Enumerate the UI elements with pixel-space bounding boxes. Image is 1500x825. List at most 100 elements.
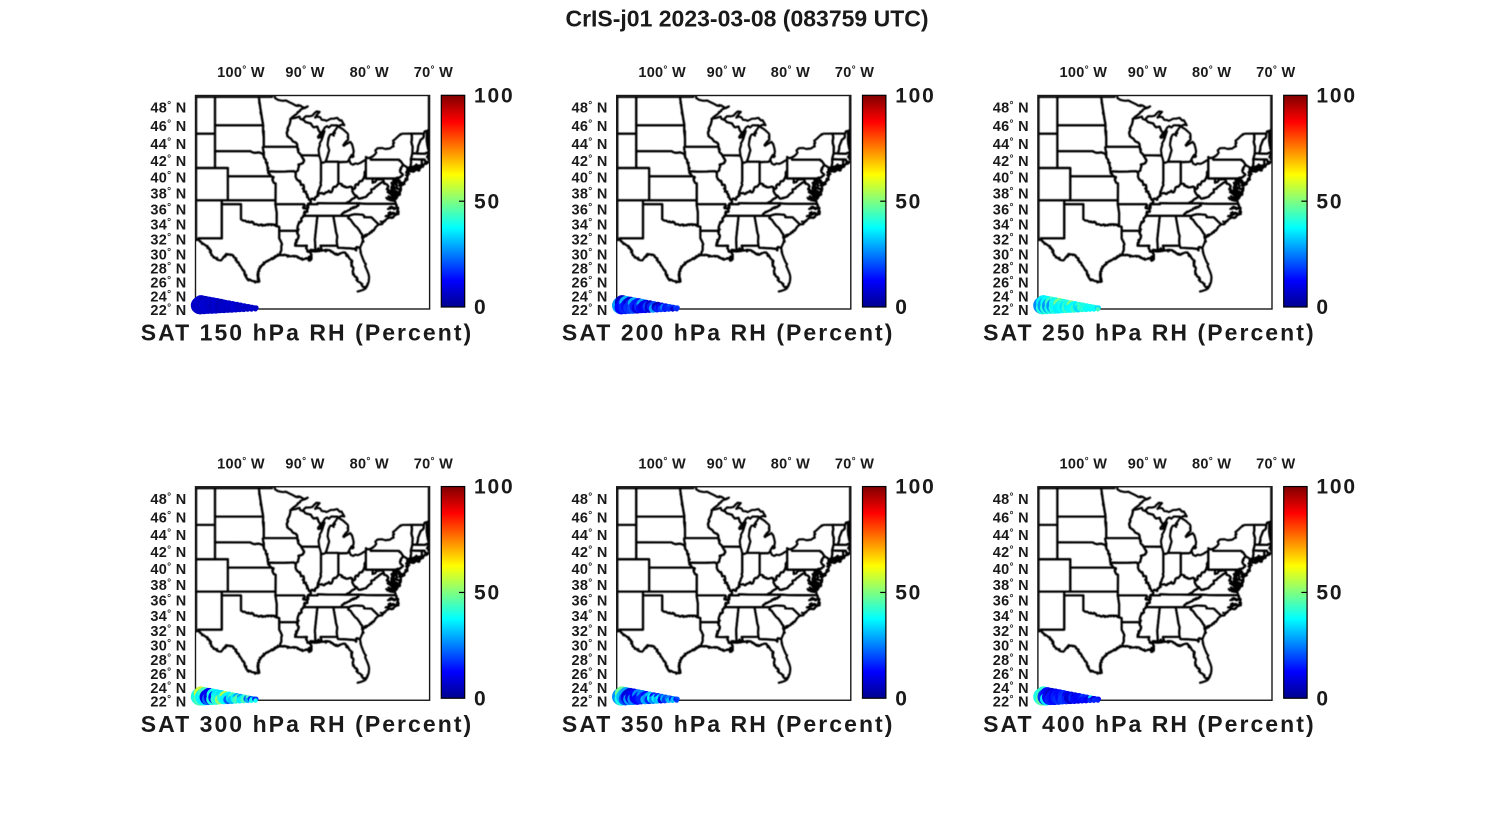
svg-text:32° N: 32° N: [993, 232, 1029, 249]
svg-text:SAT 150 hPa RH (Percent): SAT 150 hPa RH (Percent): [141, 320, 474, 346]
svg-text:46° N: 46° N: [572, 510, 608, 526]
svg-text:50: 50: [474, 582, 501, 605]
svg-text:24° N: 24° N: [150, 289, 186, 306]
svg-text:22° N: 22° N: [993, 694, 1029, 711]
svg-text:80° W: 80° W: [350, 65, 389, 82]
svg-text:0: 0: [895, 687, 908, 710]
svg-text:38° N: 38° N: [150, 186, 186, 203]
svg-text:22° N: 22° N: [572, 694, 608, 711]
svg-text:100: 100: [474, 84, 514, 107]
svg-text:100: 100: [1316, 476, 1356, 499]
svg-text:32° N: 32° N: [993, 623, 1029, 640]
svg-text:0: 0: [1316, 296, 1329, 319]
svg-text:90° W: 90° W: [1128, 65, 1167, 82]
svg-text:70° W: 70° W: [1256, 65, 1295, 82]
svg-text:38° N: 38° N: [993, 186, 1029, 203]
svg-text:30° N: 30° N: [150, 247, 186, 264]
svg-text:100° W: 100° W: [1060, 65, 1108, 82]
svg-text:44° N: 44° N: [993, 528, 1029, 545]
svg-text:28° N: 28° N: [150, 652, 186, 669]
svg-text:40° N: 40° N: [993, 561, 1029, 578]
svg-text:28° N: 28° N: [150, 261, 186, 278]
svg-text:0: 0: [1316, 687, 1329, 710]
svg-text:100° W: 100° W: [1060, 456, 1108, 473]
svg-text:34° N: 34° N: [572, 608, 608, 625]
svg-text:80° W: 80° W: [350, 456, 389, 473]
svg-text:42° N: 42° N: [572, 153, 608, 170]
svg-text:42° N: 42° N: [150, 545, 186, 562]
svg-text:48° N: 48° N: [572, 100, 608, 117]
svg-text:44° N: 44° N: [150, 136, 186, 153]
svg-text:100° W: 100° W: [217, 456, 265, 473]
svg-text:42° N: 42° N: [572, 545, 608, 562]
svg-text:44° N: 44° N: [572, 136, 608, 153]
svg-text:48° N: 48° N: [150, 491, 186, 508]
svg-text:34° N: 34° N: [150, 217, 186, 234]
svg-text:36° N: 36° N: [993, 202, 1029, 219]
svg-text:40° N: 40° N: [150, 170, 186, 187]
svg-text:100° W: 100° W: [638, 65, 686, 82]
svg-text:46° N: 46° N: [572, 119, 608, 136]
svg-text:26° N: 26° N: [150, 666, 186, 683]
svg-text:80° W: 80° W: [771, 65, 810, 82]
svg-text:40° N: 40° N: [572, 170, 608, 187]
svg-text:70° W: 70° W: [1256, 456, 1295, 473]
svg-text:100: 100: [474, 476, 514, 499]
svg-text:22° N: 22° N: [150, 303, 186, 320]
svg-text:26° N: 26° N: [993, 275, 1029, 292]
svg-text:0: 0: [474, 296, 487, 319]
svg-text:26° N: 26° N: [993, 666, 1029, 683]
svg-text:CrIS-j01 2023-03-08 (083759 UT: CrIS-j01 2023-03-08 (083759 UTC): [565, 6, 928, 32]
svg-text:100: 100: [1316, 84, 1356, 107]
svg-text:34° N: 34° N: [993, 608, 1029, 625]
svg-text:40° N: 40° N: [572, 561, 608, 578]
svg-text:100° W: 100° W: [217, 65, 265, 82]
svg-text:50: 50: [1316, 582, 1343, 605]
svg-text:26° N: 26° N: [572, 666, 608, 683]
svg-text:40° N: 40° N: [993, 170, 1029, 187]
svg-text:70° W: 70° W: [414, 456, 453, 473]
svg-text:90° W: 90° W: [1128, 456, 1167, 473]
svg-text:46° N: 46° N: [993, 119, 1029, 136]
svg-text:24° N: 24° N: [993, 289, 1029, 306]
svg-text:80° W: 80° W: [1192, 65, 1231, 82]
svg-text:22° N: 22° N: [572, 303, 608, 320]
svg-text:42° N: 42° N: [993, 545, 1029, 562]
svg-text:50: 50: [895, 190, 922, 213]
svg-text:22° N: 22° N: [993, 303, 1029, 320]
svg-text:30° N: 30° N: [150, 638, 186, 655]
svg-text:44° N: 44° N: [993, 136, 1029, 153]
svg-text:36° N: 36° N: [150, 202, 186, 219]
svg-text:70° W: 70° W: [835, 65, 874, 82]
svg-text:30° N: 30° N: [993, 247, 1029, 264]
svg-text:34° N: 34° N: [150, 608, 186, 625]
svg-text:SAT 350 hPa RH (Percent): SAT 350 hPa RH (Percent): [562, 711, 895, 737]
svg-text:SAT 200 hPa RH (Percent): SAT 200 hPa RH (Percent): [562, 320, 895, 346]
svg-text:48° N: 48° N: [993, 491, 1029, 508]
svg-text:46° N: 46° N: [150, 119, 186, 136]
svg-text:36° N: 36° N: [572, 593, 608, 610]
svg-text:24° N: 24° N: [993, 680, 1029, 697]
svg-text:70° W: 70° W: [835, 456, 874, 473]
svg-text:38° N: 38° N: [572, 186, 608, 203]
svg-text:44° N: 44° N: [150, 528, 186, 545]
svg-text:24° N: 24° N: [150, 680, 186, 697]
svg-text:SAT 250 hPa RH (Percent): SAT 250 hPa RH (Percent): [983, 320, 1316, 346]
svg-text:38° N: 38° N: [572, 577, 608, 594]
svg-text:50: 50: [895, 582, 922, 605]
svg-text:50: 50: [474, 190, 501, 213]
svg-text:SAT 300 hPa RH (Percent): SAT 300 hPa RH (Percent): [141, 711, 474, 737]
svg-text:28° N: 28° N: [993, 261, 1029, 278]
svg-text:100° W: 100° W: [638, 456, 686, 473]
svg-text:48° N: 48° N: [150, 100, 186, 117]
svg-text:28° N: 28° N: [572, 652, 608, 669]
svg-text:100: 100: [895, 84, 935, 107]
svg-text:38° N: 38° N: [993, 577, 1029, 594]
svg-text:24° N: 24° N: [572, 289, 608, 306]
svg-text:46° N: 46° N: [993, 510, 1029, 526]
svg-text:44° N: 44° N: [572, 528, 608, 545]
svg-text:34° N: 34° N: [993, 217, 1029, 234]
svg-text:32° N: 32° N: [150, 232, 186, 249]
svg-text:26° N: 26° N: [572, 275, 608, 292]
svg-text:90° W: 90° W: [285, 65, 324, 82]
